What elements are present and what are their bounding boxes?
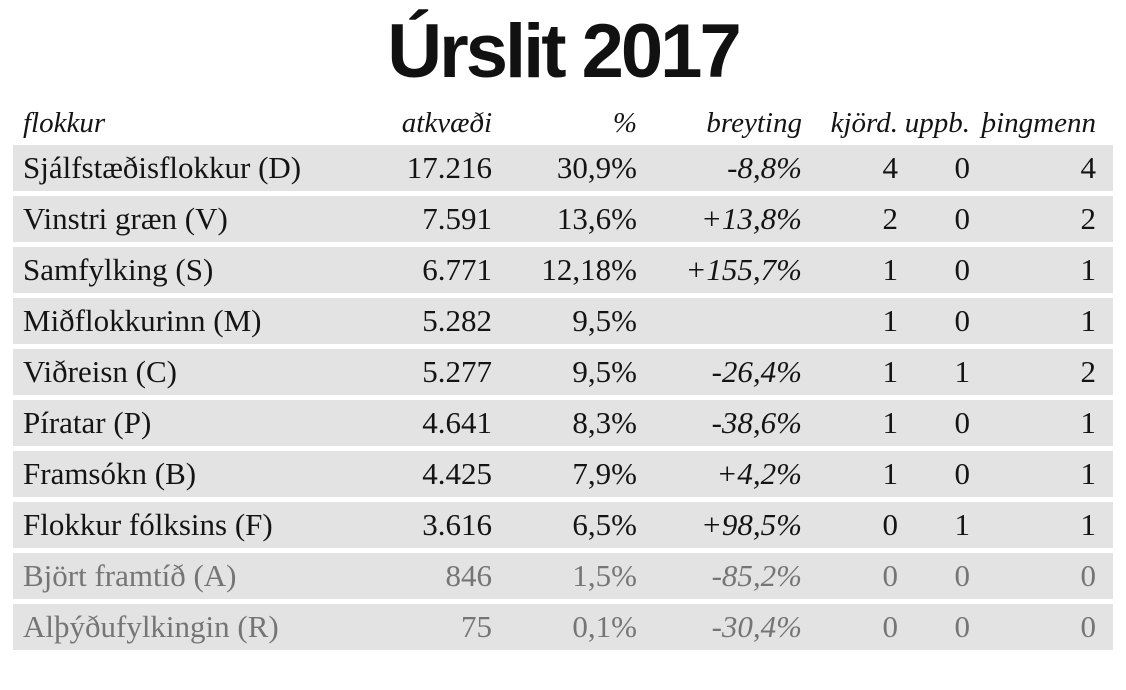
table-row: Miðflokkurinn (M) 5.282 9,5% 1 0 1 <box>13 297 1113 344</box>
cell-pct: 7,9% <box>492 450 637 497</box>
table-header: flokkur atkvæði% breyting kjörd. uppb. þingme… <box>13 107 1113 140</box>
cell-kjord: 1 <box>802 399 898 446</box>
column-header-kjord: kjörd. <box>802 107 898 140</box>
cell-pct: 0,1% <box>492 603 637 650</box>
cell-kjord: 0 <box>802 552 898 599</box>
cell-kjord: 0 <box>802 603 898 650</box>
cell-atkvaedi: 5.282 <box>353 297 492 344</box>
cell-uppb: 0 <box>898 297 970 344</box>
cell-breyting: +155,7% <box>637 246 802 293</box>
header-row: flokkur atkvæði% breyting kjörd. uppb. þingme… <box>13 107 1113 140</box>
cell-thingmenn: 1 <box>970 450 1113 497</box>
table-row: Píratar (P) 4.641 8,3% -38,6% 1 0 1 <box>13 399 1113 446</box>
table-row: Framsókn (B) 4.425 7,9% +4,2% 1 0 1 <box>13 450 1113 497</box>
column-header-uppb: uppb. <box>898 107 970 140</box>
results-page: Úrslit 2017 flokkur atkvæði% breyting kjörd… <box>0 4 1126 690</box>
cell-atkvaedi: 75 <box>353 603 492 650</box>
cell-flokkur: Viðreisn (C) <box>13 348 353 395</box>
cell-thingmenn: 1 <box>970 246 1113 293</box>
column-header-atkvaedi: atkvæði <box>353 107 492 140</box>
cell-flokkur: Píratar (P) <box>13 399 353 446</box>
cell-thingmenn: 0 <box>970 603 1113 650</box>
table-body: Sjálfstæðisflokkur (D) 17.216 30,9% -8,8% 4 0… <box>13 144 1113 650</box>
cell-uppb: 0 <box>898 552 970 599</box>
cell-breyting: -85,2% <box>637 552 802 599</box>
cell-breyting: -30,4% <box>637 603 802 650</box>
cell-kjord: 1 <box>802 246 898 293</box>
cell-uppb: 1 <box>898 348 970 395</box>
cell-kjord: 0 <box>802 501 898 548</box>
cell-flokkur: Björt framtíð (A) <box>13 552 353 599</box>
cell-atkvaedi: 3.616 <box>353 501 492 548</box>
cell-kjord: 1 <box>802 348 898 395</box>
cell-breyting: +13,8% <box>637 195 802 242</box>
cell-atkvaedi: 4.641 <box>353 399 492 446</box>
cell-uppb: 0 <box>898 399 970 446</box>
cell-breyting <box>637 297 802 344</box>
table-row: Sjálfstæðisflokkur (D) 17.216 30,9% -8,8% 4 0… <box>13 144 1113 191</box>
column-header-breyting: breyting <box>637 107 802 140</box>
cell-thingmenn: 2 <box>970 195 1113 242</box>
cell-atkvaedi: 5.277 <box>353 348 492 395</box>
cell-pct: 9,5% <box>492 348 637 395</box>
table-row: Alþýðufylkingin (R) 75 0,1% -30,4% 0 0 0 <box>13 603 1113 650</box>
cell-flokkur: Sjálfstæðisflokkur (D) <box>13 144 353 191</box>
cell-atkvaedi: 7.591 <box>353 195 492 242</box>
cell-thingmenn: 2 <box>970 348 1113 395</box>
column-header-flokkur: flokkur <box>13 107 353 140</box>
cell-uppb: 0 <box>898 144 970 191</box>
cell-atkvaedi: 4.425 <box>353 450 492 497</box>
cell-pct: 1,5% <box>492 552 637 599</box>
table-row: Björt framtíð (A) 846 1,5% -85,2% 0 0 0 <box>13 552 1113 599</box>
table-row: Samfylking (S) 6.771 12,18% +155,7% 1 0 1 <box>13 246 1113 293</box>
cell-flokkur: Framsókn (B) <box>13 450 353 497</box>
cell-flokkur: Flokkur fólksins (F) <box>13 501 353 548</box>
cell-flokkur: Alþýðufylkingin (R) <box>13 603 353 650</box>
cell-thingmenn: 1 <box>970 501 1113 548</box>
cell-breyting: +4,2% <box>637 450 802 497</box>
cell-breyting: -26,4% <box>637 348 802 395</box>
cell-pct: 12,18% <box>492 246 637 293</box>
cell-atkvaedi: 846 <box>353 552 492 599</box>
cell-flokkur: Samfylking (S) <box>13 246 353 293</box>
column-header-pct: % <box>492 107 637 140</box>
cell-kjord: 1 <box>802 450 898 497</box>
cell-uppb: 1 <box>898 501 970 548</box>
cell-uppb: 0 <box>898 246 970 293</box>
cell-breyting: +98,5% <box>637 501 802 548</box>
table-row: Viðreisn (C) 5.277 9,5% -26,4% 1 1 2 <box>13 348 1113 395</box>
cell-uppb: 0 <box>898 195 970 242</box>
cell-kjord: 2 <box>802 195 898 242</box>
cell-flokkur: Vinstri græn (V) <box>13 195 353 242</box>
cell-pct: 8,3% <box>492 399 637 446</box>
table-row: Vinstri græn (V) 7.591 13,6% +13,8% 2 0 2 <box>13 195 1113 242</box>
cell-pct: 30,9% <box>492 144 637 191</box>
cell-pct: 13,6% <box>492 195 637 242</box>
results-table: flokkur atkvæði% breyting kjörd. uppb. þingme… <box>13 103 1113 655</box>
cell-kjord: 1 <box>802 297 898 344</box>
page-title: Úrslit 2017 <box>387 9 741 94</box>
cell-atkvaedi: 6.771 <box>353 246 492 293</box>
cell-thingmenn: 1 <box>970 297 1113 344</box>
column-header-thingmenn: þingmenn <box>970 107 1113 140</box>
cell-breyting: -38,6% <box>637 399 802 446</box>
cell-kjord: 4 <box>802 144 898 191</box>
cell-atkvaedi: 17.216 <box>353 144 492 191</box>
cell-thingmenn: 0 <box>970 552 1113 599</box>
cell-pct: 6,5% <box>492 501 637 548</box>
cell-uppb: 0 <box>898 603 970 650</box>
cell-pct: 9,5% <box>492 297 637 344</box>
table-row: Flokkur fólksins (F) 3.616 6,5% +98,5% 0 1 1 <box>13 501 1113 548</box>
cell-uppb: 0 <box>898 450 970 497</box>
cell-thingmenn: 4 <box>970 144 1113 191</box>
cell-breyting: -8,8% <box>637 144 802 191</box>
cell-flokkur: Miðflokkurinn (M) <box>13 297 353 344</box>
cell-thingmenn: 1 <box>970 399 1113 446</box>
